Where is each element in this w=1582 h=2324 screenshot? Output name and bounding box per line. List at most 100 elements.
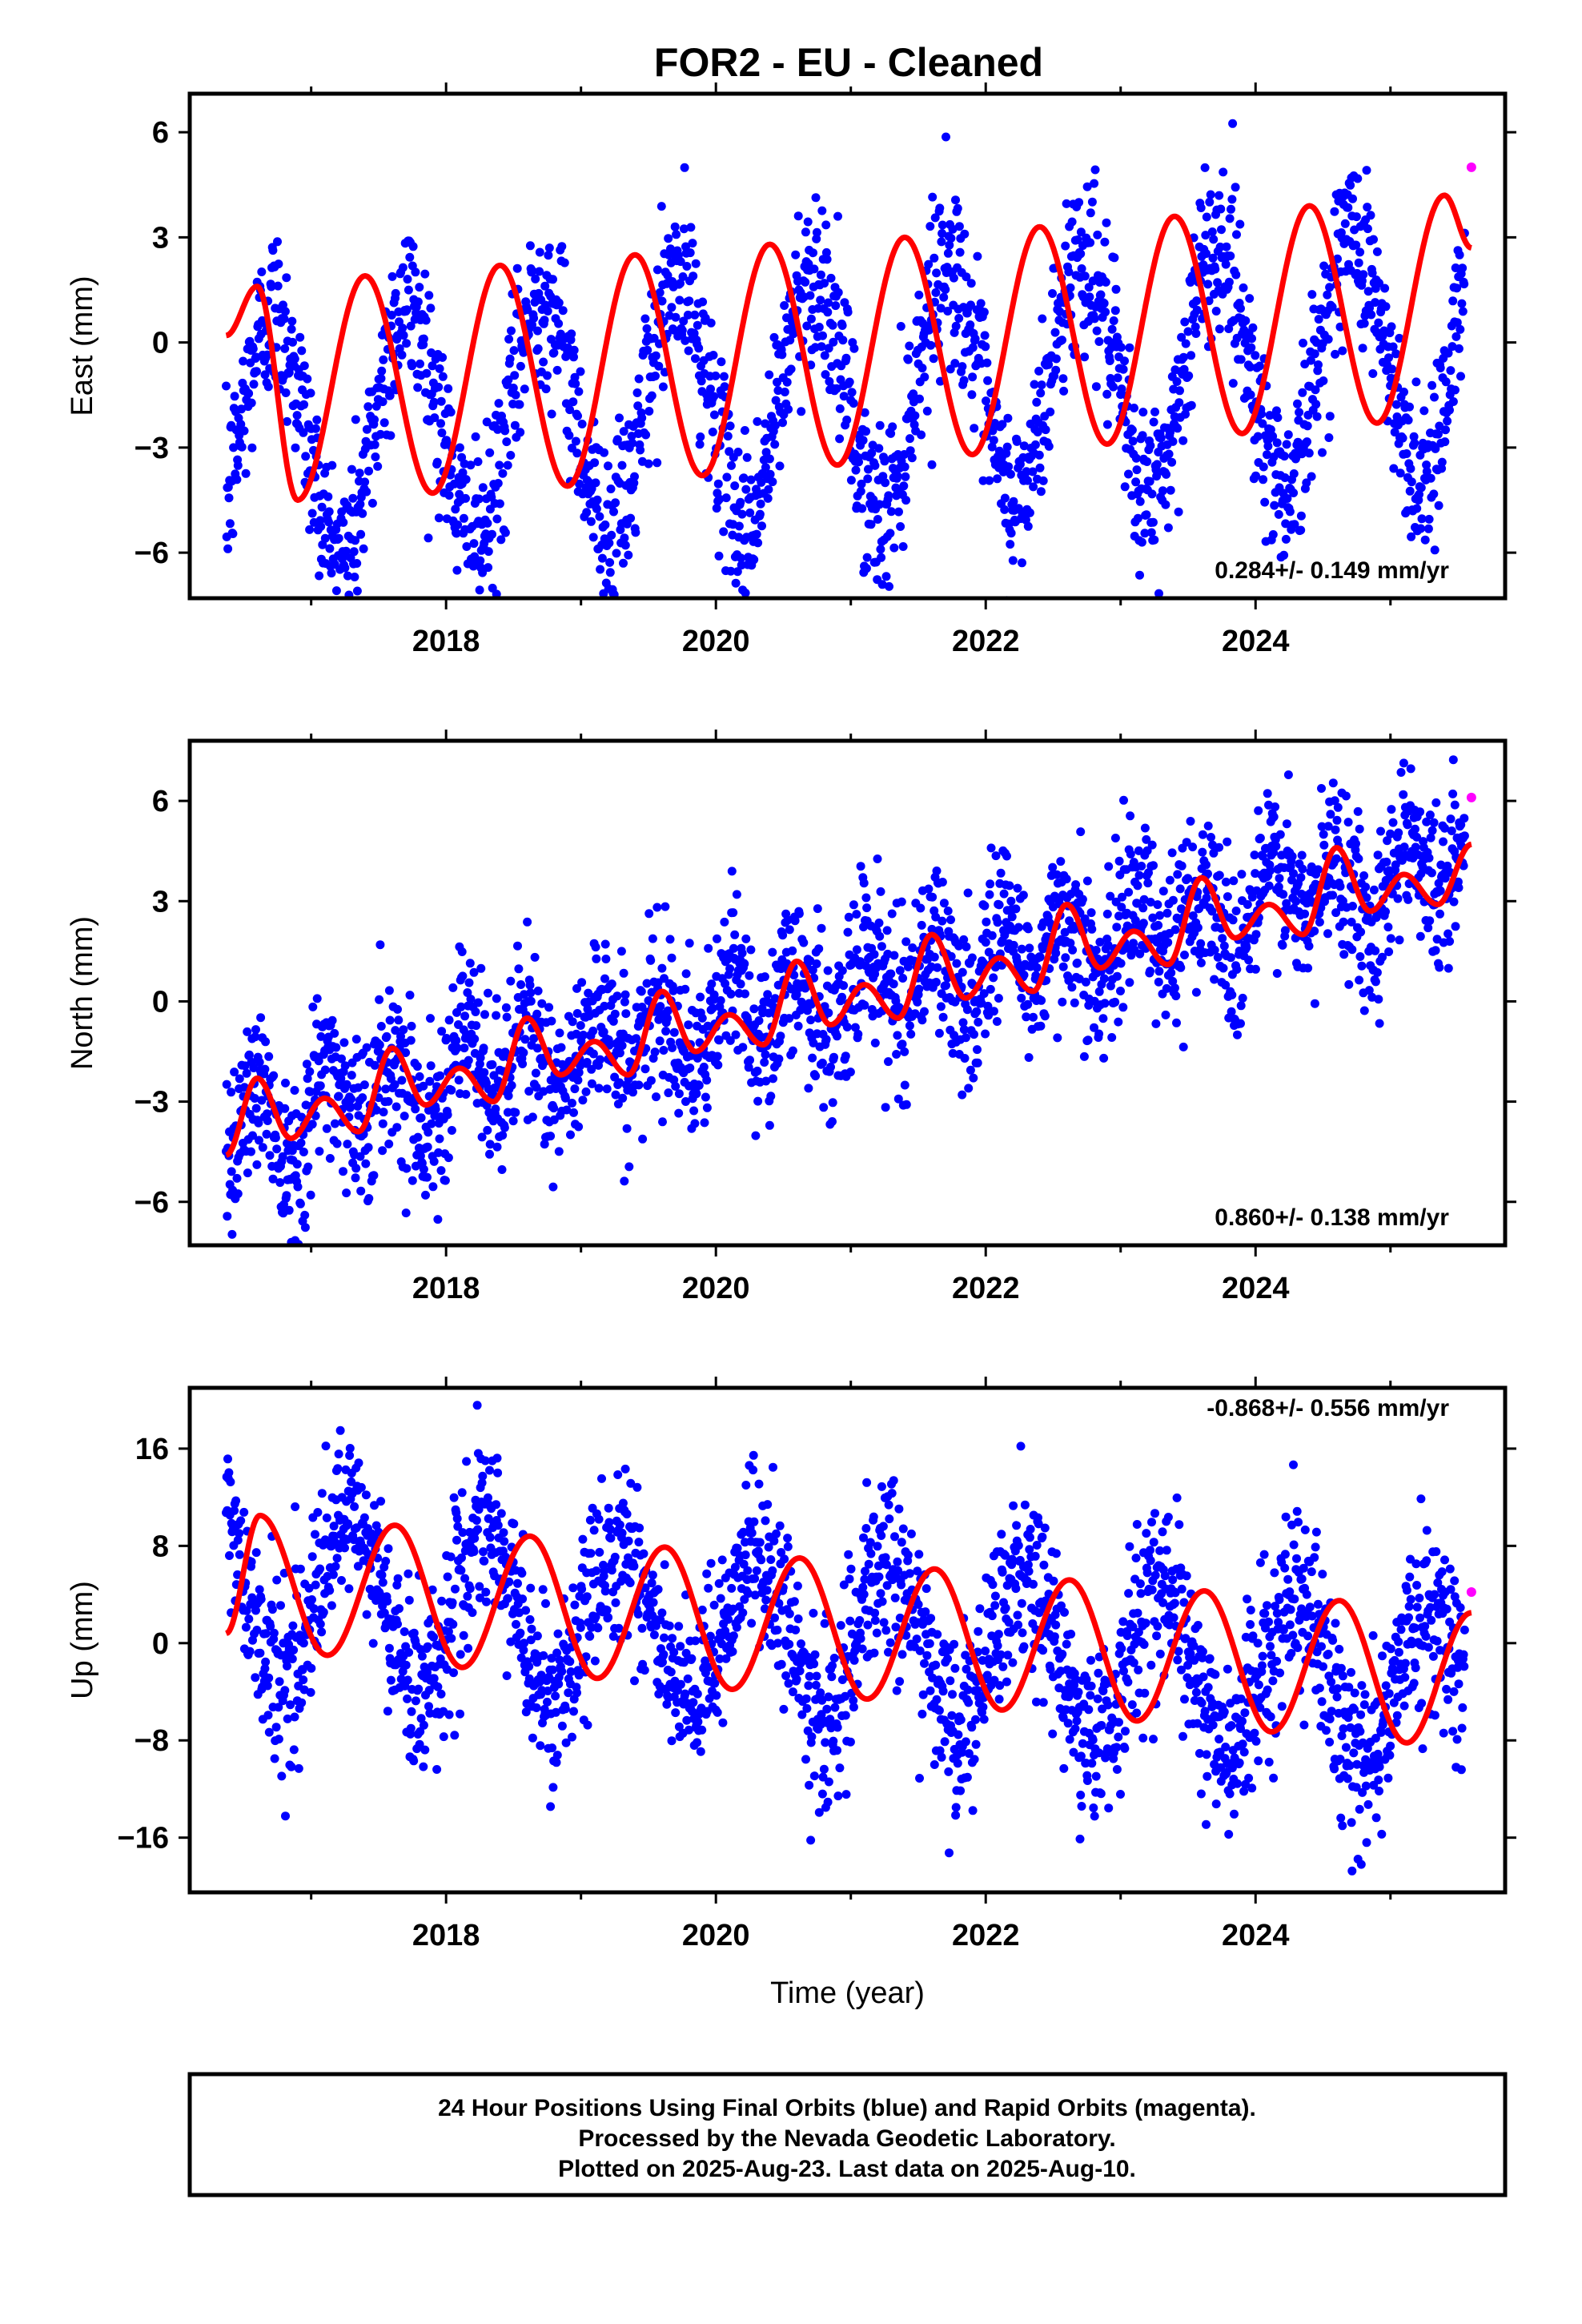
final-orbit-point xyxy=(387,311,396,320)
final-orbit-point xyxy=(236,420,246,429)
final-orbit-point xyxy=(843,308,853,317)
final-orbit-point xyxy=(1243,900,1252,909)
final-orbit-point xyxy=(471,1007,480,1016)
final-orbit-point xyxy=(491,1104,500,1114)
final-orbit-point xyxy=(283,1714,292,1723)
final-orbit-point xyxy=(260,1064,270,1074)
final-orbit-point xyxy=(1217,225,1226,235)
final-orbit-point xyxy=(933,963,942,972)
final-orbit-point xyxy=(808,965,817,975)
final-orbit-point xyxy=(1085,292,1094,302)
final-orbit-point xyxy=(1180,951,1189,959)
final-orbit-point xyxy=(1066,939,1075,948)
final-orbit-point xyxy=(870,1038,880,1047)
final-orbit-point xyxy=(681,984,690,994)
x-tick-label: 2018 xyxy=(412,1272,480,1305)
final-orbit-point xyxy=(1254,806,1263,815)
final-orbit-point xyxy=(1351,839,1360,848)
final-orbit-point xyxy=(299,400,309,409)
final-orbit-point xyxy=(1079,1051,1089,1061)
final-orbit-point xyxy=(939,292,949,302)
final-orbit-point xyxy=(761,463,770,472)
final-orbit-point xyxy=(889,979,898,989)
final-orbit-point xyxy=(620,997,629,1007)
final-orbit-point xyxy=(457,1488,467,1498)
final-orbit-point xyxy=(1153,900,1162,910)
final-orbit-point xyxy=(711,371,721,380)
final-orbit-point xyxy=(1280,473,1290,482)
final-orbit-point xyxy=(1280,926,1290,935)
final-orbit-point xyxy=(809,1038,818,1047)
final-orbit-point xyxy=(1006,540,1015,549)
final-orbit-point xyxy=(1186,351,1196,360)
final-orbit-point xyxy=(447,1085,456,1095)
final-orbit-point xyxy=(387,271,397,281)
final-orbit-point xyxy=(652,1092,661,1102)
final-orbit-point xyxy=(315,1147,324,1156)
final-orbit-point xyxy=(1363,287,1373,296)
final-orbit-point xyxy=(352,586,362,596)
final-orbit-point xyxy=(1082,876,1092,886)
final-orbit-point xyxy=(755,509,765,519)
final-orbit-point xyxy=(484,563,493,573)
final-orbit-point xyxy=(646,1076,656,1085)
final-orbit-point xyxy=(712,504,721,513)
final-orbit-point xyxy=(560,1093,570,1103)
final-orbit-point xyxy=(1126,811,1135,821)
final-orbit-point xyxy=(297,346,307,356)
final-orbit-point xyxy=(343,571,352,581)
final-orbit-point xyxy=(1061,953,1070,963)
final-orbit-point xyxy=(817,206,827,215)
final-orbit-point xyxy=(876,887,885,896)
final-orbit-point xyxy=(1247,343,1256,352)
final-orbit-point xyxy=(1191,987,1201,997)
final-orbit-point xyxy=(572,1009,582,1018)
final-orbit-point xyxy=(462,1457,472,1466)
final-orbit-point xyxy=(869,950,879,959)
final-orbit-point xyxy=(719,527,729,537)
final-orbit-point xyxy=(682,262,692,271)
final-orbit-point xyxy=(325,1154,335,1163)
final-orbit-point xyxy=(602,1084,612,1094)
final-orbit-point xyxy=(1374,318,1383,328)
final-orbit-point xyxy=(466,460,476,470)
final-orbit-point xyxy=(674,1089,684,1099)
final-orbit-point xyxy=(525,980,535,990)
final-orbit-point xyxy=(828,1117,837,1126)
final-orbit-point xyxy=(265,1151,275,1160)
final-orbit-point xyxy=(1358,344,1367,353)
final-orbit-point xyxy=(1138,903,1148,913)
final-orbit-point xyxy=(224,493,234,503)
final-orbit-point xyxy=(548,1182,558,1192)
final-orbit-point xyxy=(1147,489,1157,499)
final-orbit-point xyxy=(383,1096,393,1106)
final-orbit-point xyxy=(642,979,652,988)
final-orbit-point xyxy=(844,912,853,922)
final-orbit-point xyxy=(424,291,434,300)
final-orbit-point xyxy=(1460,279,1469,289)
final-orbit-point xyxy=(264,1727,274,1737)
final-orbit-point xyxy=(244,388,254,398)
final-orbit-point xyxy=(1024,1053,1034,1062)
final-orbit-point xyxy=(331,586,341,596)
final-orbit-point xyxy=(845,377,854,387)
final-orbit-point xyxy=(414,1684,424,1694)
final-orbit-point xyxy=(514,964,524,974)
final-orbit-point xyxy=(1226,953,1235,963)
final-orbit-point xyxy=(1050,328,1060,337)
final-orbit-point xyxy=(519,348,528,357)
final-orbit-point xyxy=(331,1043,341,1052)
final-orbit-point xyxy=(1443,348,1453,358)
final-orbit-point xyxy=(375,940,385,950)
final-orbit-point xyxy=(605,557,615,567)
final-orbit-point xyxy=(932,866,942,875)
final-orbit-point xyxy=(1173,424,1182,433)
final-orbit-point xyxy=(1173,870,1182,879)
final-orbit-point xyxy=(531,1068,540,1078)
final-orbit-point xyxy=(905,1021,914,1031)
final-orbit-point xyxy=(884,1057,893,1067)
final-orbit-point xyxy=(406,321,416,331)
final-orbit-point xyxy=(939,899,949,908)
final-orbit-point xyxy=(701,1092,710,1102)
final-orbit-point xyxy=(1282,440,1291,449)
